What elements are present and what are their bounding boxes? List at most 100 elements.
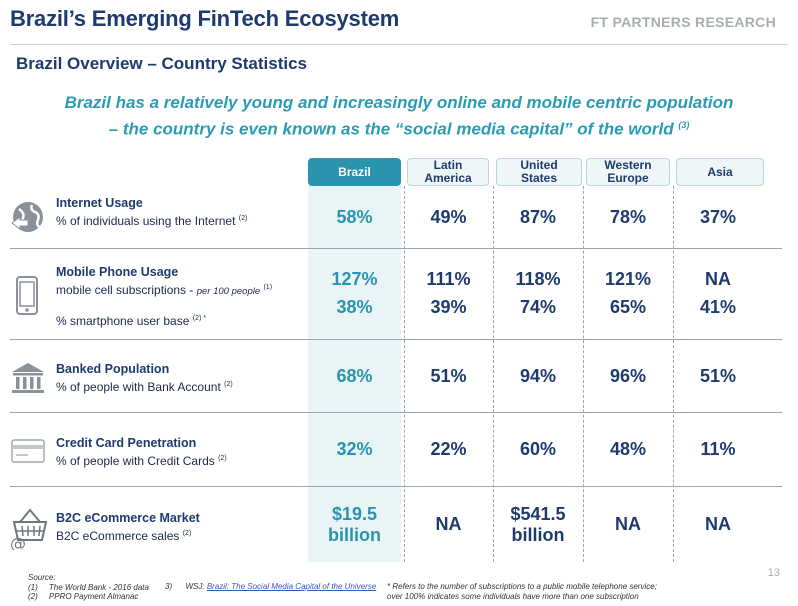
row-divider bbox=[10, 248, 782, 249]
row-description: % of people with Bank Account bbox=[56, 380, 221, 394]
column-header-label: Latin bbox=[433, 158, 463, 172]
globe-icon bbox=[10, 199, 46, 235]
value-western-europe: NA bbox=[615, 514, 641, 534]
row-divider bbox=[10, 412, 782, 413]
value-asia: 11% bbox=[700, 439, 736, 459]
source-2: (2) PPRO Payment Almanac bbox=[28, 592, 139, 601]
footnote-ref: (2) bbox=[182, 530, 192, 537]
value-amount: $541.5 bbox=[510, 504, 566, 524]
value-brazil: 127% bbox=[331, 269, 378, 289]
value-united-states: 60% bbox=[519, 439, 557, 459]
note-line-1: * Refers to the number of subscriptions … bbox=[387, 582, 657, 591]
column-divider bbox=[583, 186, 584, 562]
value-asia-smartphone: 41% bbox=[699, 297, 737, 317]
source-3-link[interactable]: Brazil: The Social Media Capital of the … bbox=[206, 582, 377, 591]
column-header-united-states: United States bbox=[496, 158, 582, 186]
value-brazil: 68% bbox=[336, 366, 373, 386]
column-header-label: America bbox=[424, 171, 472, 185]
footnote-ref: (2) bbox=[224, 381, 233, 388]
source-3-number: 3) bbox=[165, 582, 173, 591]
column-header-label: States bbox=[520, 171, 558, 185]
column-header-label: United bbox=[520, 158, 558, 172]
row-description: % of people with Credit Cards bbox=[56, 454, 215, 468]
value-asia: NA bbox=[705, 514, 731, 534]
column-header-asia: Asia bbox=[676, 158, 764, 186]
headline-footnote: (3) bbox=[678, 120, 690, 130]
footer-note: * Refers to the number of subscriptions … bbox=[387, 582, 657, 601]
value-united-states: 87% bbox=[519, 207, 557, 227]
value-western-europe-smartphone: 65% bbox=[609, 297, 647, 317]
value-latin-america: 51% bbox=[430, 366, 467, 386]
row-title: B2C eCommerce Market bbox=[56, 511, 200, 525]
value-western-europe: 121% bbox=[604, 269, 652, 289]
value-unit: billion bbox=[511, 525, 565, 545]
value-asia: 37% bbox=[699, 207, 737, 227]
row-divider bbox=[10, 486, 782, 487]
value-unit: billion bbox=[328, 525, 381, 545]
footnote-ref: (2) * bbox=[192, 315, 206, 322]
value-western-europe: 48% bbox=[609, 439, 647, 459]
column-divider bbox=[673, 186, 674, 562]
value-latin-america: 111% bbox=[426, 269, 471, 289]
row-description: B2C eCommerce sales bbox=[56, 529, 180, 543]
value-latin-america: 49% bbox=[430, 207, 467, 227]
row-title: Internet Usage bbox=[56, 196, 143, 210]
row-description-2: % smartphone user base bbox=[56, 314, 190, 328]
column-header-label: Western bbox=[604, 158, 652, 172]
column-divider bbox=[493, 186, 494, 562]
value-brazil: $19.5 billion bbox=[308, 504, 401, 546]
note-line-2: over 100% indicates some individuals hav… bbox=[387, 591, 639, 601]
row-title: Credit Card Penetration bbox=[56, 436, 197, 450]
value-brazil: 58% bbox=[336, 207, 373, 227]
source-3-prefix: WSJ: bbox=[185, 582, 205, 591]
footnote-ref: (1) bbox=[263, 284, 273, 291]
svg-text:@: @ bbox=[10, 534, 26, 550]
row-banked-label: Banked Population % of people with Bank … bbox=[56, 362, 233, 395]
row-description: mobile cell subscriptions - bbox=[56, 283, 194, 297]
page-title: Brazil’s Emerging FinTech Ecosystem bbox=[10, 6, 400, 31]
title-divider bbox=[10, 44, 788, 45]
column-header-western-europe: Western Europe bbox=[586, 158, 670, 186]
mobile-phone-icon bbox=[14, 276, 42, 315]
value-latin-america: NA bbox=[435, 514, 462, 534]
value-asia: 51% bbox=[699, 366, 737, 386]
value-united-states-smartphone: 74% bbox=[519, 297, 557, 317]
footnote-ref: (2) bbox=[218, 455, 227, 462]
headline-line-2: – the country is even known as the “soci… bbox=[30, 114, 768, 141]
row-description: % of individuals using the Internet bbox=[56, 214, 236, 228]
row-divider bbox=[10, 339, 782, 340]
credit-card-icon bbox=[10, 438, 46, 464]
shopping-basket-icon: @ bbox=[10, 506, 50, 553]
value-brazil: 32% bbox=[336, 439, 373, 459]
row-ecommerce-label: B2C eCommerce Market B2C eCommerce sales… bbox=[56, 511, 200, 544]
row-title: Mobile Phone Usage bbox=[56, 265, 179, 279]
column-header-brazil: Brazil bbox=[308, 158, 401, 186]
row-internet-label: Internet Usage % of individuals using th… bbox=[56, 196, 247, 229]
value-latin-america: 22% bbox=[430, 439, 467, 459]
value-united-states: 118% bbox=[515, 269, 561, 289]
value-brazil-smartphone: 38% bbox=[336, 297, 373, 317]
brand-label: FT PARTNERS RESEARCH bbox=[590, 14, 776, 30]
column-header-label: Europe bbox=[607, 171, 649, 185]
column-header-label: Asia bbox=[707, 164, 733, 179]
source-label: Source: bbox=[28, 573, 56, 582]
column-header-label: Brazil bbox=[338, 164, 371, 179]
value-united-states: 94% bbox=[519, 366, 557, 386]
row-credit-label: Credit Card Penetration % of people with… bbox=[56, 436, 227, 469]
page-number: 13 bbox=[767, 567, 780, 579]
value-western-europe: 96% bbox=[609, 366, 647, 386]
headline: Brazil has a relatively young and increa… bbox=[30, 92, 768, 141]
value-united-states: $541.5 billion bbox=[493, 504, 583, 546]
row-title: Banked Population bbox=[56, 362, 170, 376]
footnote-ref: (2) bbox=[238, 215, 248, 222]
row-mobile-label: Mobile Phone Usage mobile cell subscript… bbox=[56, 265, 272, 329]
footer-source-3: 3) WSJ: Brazil: The Social Media Capital… bbox=[165, 582, 376, 592]
footer-sources: Source: (1) The World Bank - 2016 data (… bbox=[28, 573, 149, 602]
column-divider bbox=[404, 186, 405, 562]
value-amount: $19.5 bbox=[331, 504, 378, 524]
source-1: (1) The World Bank - 2016 data bbox=[28, 582, 149, 592]
headline-line-1: Brazil has a relatively young and increa… bbox=[64, 93, 734, 112]
value-asia: NA bbox=[705, 269, 731, 289]
column-header-latin-america: Latin America bbox=[407, 158, 489, 186]
